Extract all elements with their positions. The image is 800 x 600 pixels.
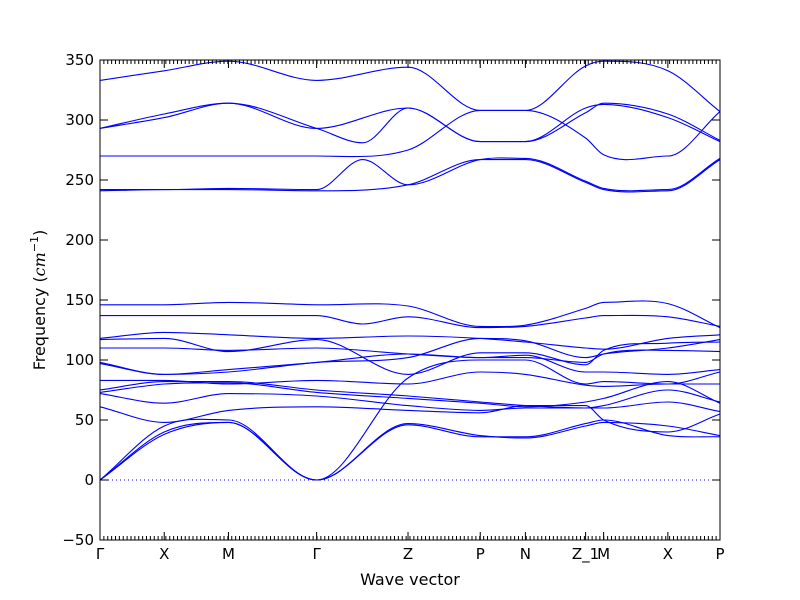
band-line-16 [99,381,721,408]
x-tick-label: M [222,545,235,563]
band-line-13 [99,353,721,375]
band-line-5 [100,157,721,192]
y-tick-label: 100 [65,351,94,369]
y-axis-label-close: ) [30,230,49,236]
y-axis-label-exponent: −1 [28,236,41,252]
x-tick-label: N [520,545,531,563]
y-tick-label: 50 [75,411,94,429]
band-line-1 [99,60,721,113]
y-tick-label: 200 [65,231,94,249]
y-tick-label: 0 [84,471,94,489]
phonon-bands [99,60,721,481]
x-tick-label: Z_1 [572,545,599,564]
x-tick-label: M [597,545,610,563]
plot-area [99,60,721,481]
x-tick-label: X [159,545,169,563]
y-axis-ticks: −50 0 50 100 150 200 250 300 350 [62,51,720,549]
band-line-15 [99,381,721,409]
band-line-20 [99,419,721,481]
y-axis-label-text: Frequency ( [30,276,49,370]
band-line-7 [100,300,721,329]
x-tick-label: Γ [96,545,105,563]
band-line-19 [99,418,721,481]
band-line-9 [99,331,721,350]
band-line-12 [99,337,721,375]
x-tick-label: P [476,545,485,563]
band-line-18 [99,405,721,433]
y-axis-label-unit: cm [30,252,49,276]
band-line-6 [99,159,721,193]
y-tick-label: 250 [65,171,94,189]
y-tick-label: −50 [62,531,94,549]
y-tick-label: 300 [65,111,94,129]
band-line-3 [99,102,721,143]
x-axis-label: Wave vector [360,570,460,589]
y-tick-label: 350 [65,51,94,69]
x-axis-ticks: Γ X M Γ Z P N Z_1M X P [96,60,725,564]
x-tick-label: X [663,545,673,563]
band-line-21 [99,359,721,481]
band-line-4 [99,109,721,161]
band-line-8 [100,314,721,329]
y-tick-label: 150 [65,291,94,309]
x-tick-label: Z [403,545,413,563]
band-line-17 [99,393,721,413]
x-tick-label: P [715,545,724,563]
x-tick-label: Γ [312,545,321,563]
y-axis-label: Frequency (cm−1) [28,230,49,371]
